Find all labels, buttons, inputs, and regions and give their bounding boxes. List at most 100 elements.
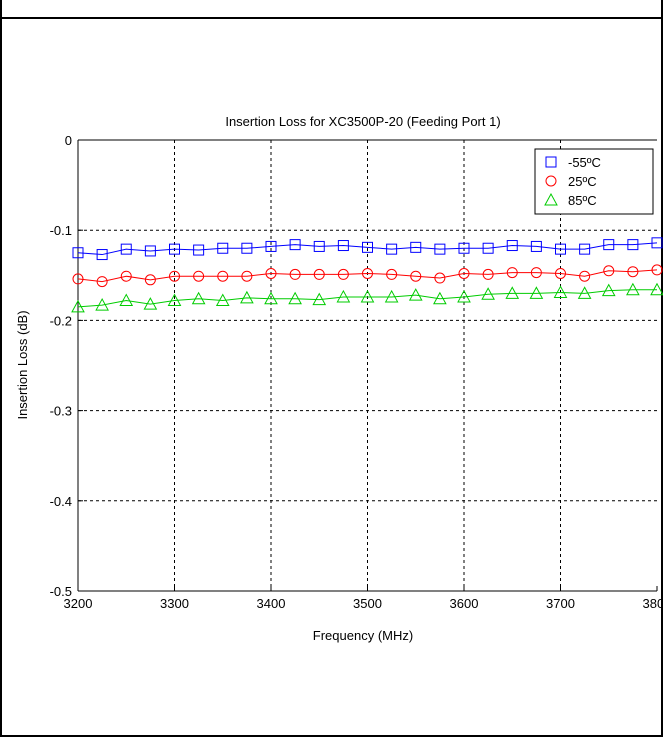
legend-marker xyxy=(544,192,558,206)
data-point xyxy=(505,286,520,299)
data-point xyxy=(626,282,640,296)
y-tick-label: -0.2 xyxy=(50,313,72,328)
data-point xyxy=(241,270,253,282)
legend-label: 25ºC xyxy=(568,174,597,189)
data-point xyxy=(336,289,351,303)
legend-label: 85ºC xyxy=(568,193,597,208)
x-axis-ticks: 3200 3300 3400 3500 3600 3700 3800 xyxy=(64,586,663,611)
data-point xyxy=(555,243,566,255)
series-line xyxy=(77,289,657,308)
data-point xyxy=(408,288,423,301)
data-point xyxy=(217,270,229,282)
data-point xyxy=(530,267,542,279)
legend-box xyxy=(534,148,654,215)
data-point xyxy=(193,270,205,282)
data-point xyxy=(72,247,84,259)
data-point xyxy=(337,240,349,252)
x-tick-label: 3200 xyxy=(64,596,93,611)
data-point xyxy=(458,242,470,254)
data-point xyxy=(410,270,422,282)
data-point xyxy=(193,244,205,256)
legend-marker xyxy=(545,156,557,168)
top-border-line xyxy=(0,17,663,19)
legend-label: -55ºC xyxy=(568,155,601,170)
data-point xyxy=(384,289,399,303)
x-tick-label: 3400 xyxy=(257,596,286,611)
data-point xyxy=(506,240,518,252)
data-point xyxy=(651,264,663,276)
x-tick-label: 3300 xyxy=(160,596,189,611)
data-series xyxy=(71,237,663,313)
series-1 xyxy=(72,264,663,288)
data-point xyxy=(482,268,494,280)
data-point xyxy=(265,267,277,279)
data-point xyxy=(530,240,542,252)
data-point xyxy=(603,265,615,277)
data-point xyxy=(72,273,84,285)
data-point xyxy=(313,268,325,280)
series-line xyxy=(77,242,658,256)
series-2 xyxy=(71,282,663,313)
data-point xyxy=(240,290,254,304)
y-tick-label: -0.5 xyxy=(50,584,72,599)
data-point xyxy=(362,267,373,279)
data-point xyxy=(96,276,108,288)
data-point xyxy=(96,249,108,261)
data-point xyxy=(362,241,373,253)
data-point xyxy=(360,289,375,303)
data-point xyxy=(651,237,663,249)
grid-lines xyxy=(78,140,657,591)
data-point xyxy=(577,286,592,299)
data-point xyxy=(555,267,566,279)
data-point xyxy=(601,283,616,297)
y-axis-ticks: 0 -0.1 -0.2 -0.3 -0.4 -0.5 xyxy=(50,133,83,599)
data-point xyxy=(506,267,518,279)
data-point xyxy=(289,239,301,251)
data-point xyxy=(217,242,229,254)
data-point xyxy=(627,239,639,251)
y-tick-label: 0 xyxy=(65,133,72,148)
y-axis-label: Insertion Loss (dB) xyxy=(15,310,30,419)
data-point xyxy=(144,274,156,286)
data-point xyxy=(169,243,180,255)
data-point xyxy=(434,243,446,255)
data-point xyxy=(215,293,230,307)
data-point xyxy=(312,292,327,306)
data-point xyxy=(120,270,132,282)
data-point xyxy=(264,291,278,305)
data-point xyxy=(191,291,206,305)
data-point xyxy=(553,285,568,298)
data-point xyxy=(120,243,132,255)
data-point xyxy=(433,291,447,305)
data-point xyxy=(289,268,301,280)
data-point xyxy=(434,272,446,284)
data-point xyxy=(265,240,277,252)
data-point xyxy=(119,293,134,307)
data-point xyxy=(481,287,495,300)
data-point xyxy=(579,243,591,255)
data-point xyxy=(457,289,471,303)
data-point xyxy=(627,266,639,278)
y-tick-label: -0.3 xyxy=(50,404,72,419)
series-0 xyxy=(72,237,663,261)
data-point xyxy=(95,298,109,311)
data-point xyxy=(529,286,544,299)
legend: -55ºC 25ºC 85ºC xyxy=(534,148,654,215)
data-point xyxy=(313,240,325,252)
data-point xyxy=(337,268,349,280)
data-point xyxy=(169,270,180,282)
data-point xyxy=(241,242,253,254)
data-point xyxy=(71,299,85,313)
data-point xyxy=(386,268,398,280)
y-tick-label: -0.4 xyxy=(50,494,72,509)
x-tick-label: 3600 xyxy=(450,596,479,611)
data-point xyxy=(167,293,182,307)
chart-title: Insertion Loss for XC3500P-20 (Feeding P… xyxy=(225,114,500,129)
data-point xyxy=(482,242,494,254)
series-line xyxy=(77,269,658,283)
data-point xyxy=(650,282,663,296)
data-point xyxy=(144,245,156,257)
data-point xyxy=(458,267,470,279)
